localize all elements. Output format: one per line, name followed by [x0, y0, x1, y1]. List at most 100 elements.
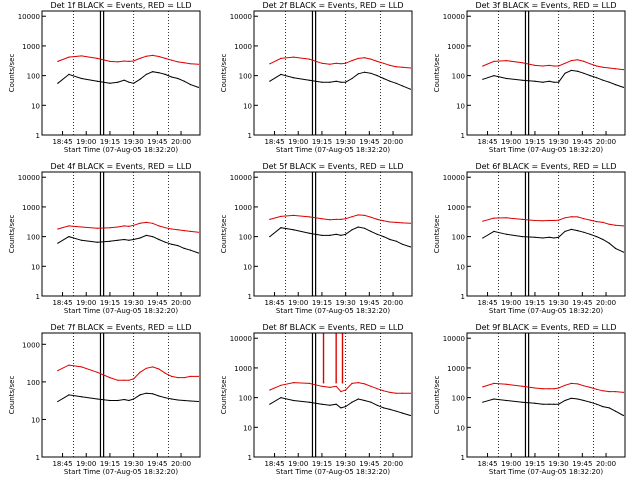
- x-tick-label: 19:00: [76, 460, 96, 468]
- lld-data-point: [493, 382, 495, 384]
- events-data-point: [280, 397, 282, 399]
- lld-data-point: [139, 371, 141, 373]
- events-data-point: [493, 398, 495, 400]
- events-data-point: [80, 77, 83, 80]
- lld-series-line: [482, 59, 624, 71]
- events-data-point: [370, 230, 372, 232]
- y-tick-label: 10000: [443, 13, 465, 21]
- lld-data-point: [133, 224, 135, 226]
- events-data-point: [117, 399, 119, 402]
- y-tick-label: 10: [243, 102, 252, 110]
- events-data-point: [505, 399, 508, 402]
- events-data-point: [292, 77, 295, 79]
- lld-data-point: [548, 388, 550, 390]
- lld-data-point: [364, 57, 366, 59]
- events-data-point: [197, 252, 199, 254]
- x-axis-label: Start Time (07-Aug-05 18:32:20): [489, 307, 603, 315]
- events-data-point: [548, 403, 550, 405]
- y-tick-label: 1: [36, 132, 40, 140]
- lld-data-point: [596, 221, 598, 223]
- lld-data-point: [521, 385, 523, 387]
- lld-data-point: [158, 55, 160, 58]
- lld-data-point: [321, 218, 323, 220]
- events-data-point: [608, 242, 610, 244]
- lld-data-point: [123, 60, 125, 62]
- events-data-point: [164, 73, 166, 75]
- lld-data-point: [482, 386, 484, 388]
- events-data-point: [171, 398, 173, 400]
- events-data-point: [542, 403, 544, 405]
- x-tick-label: 18:45: [264, 299, 284, 307]
- lld-series-line: [269, 382, 411, 394]
- events-data-point: [109, 240, 111, 242]
- events-data-point: [68, 73, 70, 75]
- events-data-point: [376, 233, 378, 235]
- lld-data-point: [577, 383, 579, 385]
- lld-data-point: [401, 392, 404, 394]
- x-tick-label: 19:00: [501, 138, 521, 146]
- events-data-point: [57, 400, 59, 403]
- y-tick-label: 10: [31, 263, 40, 271]
- events-data-point: [622, 251, 625, 253]
- lld-series-line: [57, 221, 199, 233]
- panel-title: Det 1f BLACK = Events, RED = LLD: [50, 1, 191, 10]
- y-tick-label: 10000: [443, 174, 465, 182]
- lld-data-point: [602, 221, 604, 223]
- lld-data-point: [395, 221, 397, 223]
- lld-data-point: [335, 218, 337, 220]
- lld-data-point: [183, 230, 185, 232]
- events-data-point: [145, 234, 147, 236]
- lld-data-point: [340, 218, 342, 220]
- lld-data-point: [521, 218, 523, 220]
- y-tick-label: 1000: [447, 365, 465, 373]
- lld-data-point: [68, 56, 70, 58]
- x-tick-label: 19:30: [549, 460, 569, 468]
- events-data-point: [389, 80, 391, 82]
- events-data-point: [482, 237, 484, 239]
- lld-data-point: [383, 220, 385, 222]
- y-axis-label: Counts/sec: [8, 215, 16, 254]
- events-data-point: [558, 403, 560, 405]
- y-tick-label: 10000: [230, 13, 252, 21]
- plot-frame: [253, 332, 413, 458]
- panel-title: Det 9f BLACK = Events, RED = LLD: [475, 323, 616, 332]
- lld-data-point: [622, 69, 625, 71]
- x-tick-label: 19:30: [124, 138, 144, 146]
- panel-det-8f: Det 8f BLACK = Events, RED = LLD 1 10 100 10…: [220, 323, 413, 476]
- y-tick-label: 100: [452, 73, 465, 81]
- x-tick-label: 18:45: [477, 460, 497, 468]
- lld-data-point: [505, 383, 508, 385]
- panel-det-7f: Det 7f BLACK = Events, RED = LLD 1 10 100 10…: [8, 323, 201, 476]
- events-data-point: [357, 73, 359, 75]
- events-data-point: [123, 238, 125, 241]
- x-tick-label: 19:00: [501, 299, 521, 307]
- lld-data-point: [164, 227, 166, 229]
- y-tick-label: 1: [248, 293, 252, 301]
- events-data-point: [292, 229, 295, 231]
- events-data-point: [197, 86, 199, 88]
- events-data-point: [505, 77, 508, 80]
- lld-data-point: [152, 54, 154, 57]
- x-tick-label: 20:00: [383, 138, 403, 146]
- y-tick-label: 100: [452, 234, 465, 242]
- lld-data-point: [57, 370, 59, 372]
- lld-data-point: [534, 219, 536, 222]
- lld-data-point: [139, 57, 141, 60]
- panel-det-1f: Det 1f BLACK = Events, RED = LLD 1 10 100 10…: [8, 1, 201, 154]
- lld-data-point: [383, 62, 385, 64]
- lld-data-point: [308, 382, 310, 384]
- lld-data-point: [602, 66, 604, 68]
- x-tick-label: 19:45: [359, 460, 379, 468]
- events-data-point: [608, 407, 610, 409]
- lld-data-point: [564, 384, 566, 386]
- events-data-point: [577, 230, 579, 232]
- x-axis-label: Start Time (07-Aug-05 18:32:20): [276, 307, 390, 315]
- x-tick-label: 19:15: [312, 460, 332, 468]
- lld-data-point: [345, 62, 347, 64]
- events-data-point: [345, 406, 347, 408]
- events-data-point: [109, 399, 111, 402]
- lld-data-point: [370, 58, 372, 60]
- lld-data-point: [335, 62, 337, 64]
- lld-data-point: [109, 377, 111, 379]
- lld-data-point: [329, 386, 331, 388]
